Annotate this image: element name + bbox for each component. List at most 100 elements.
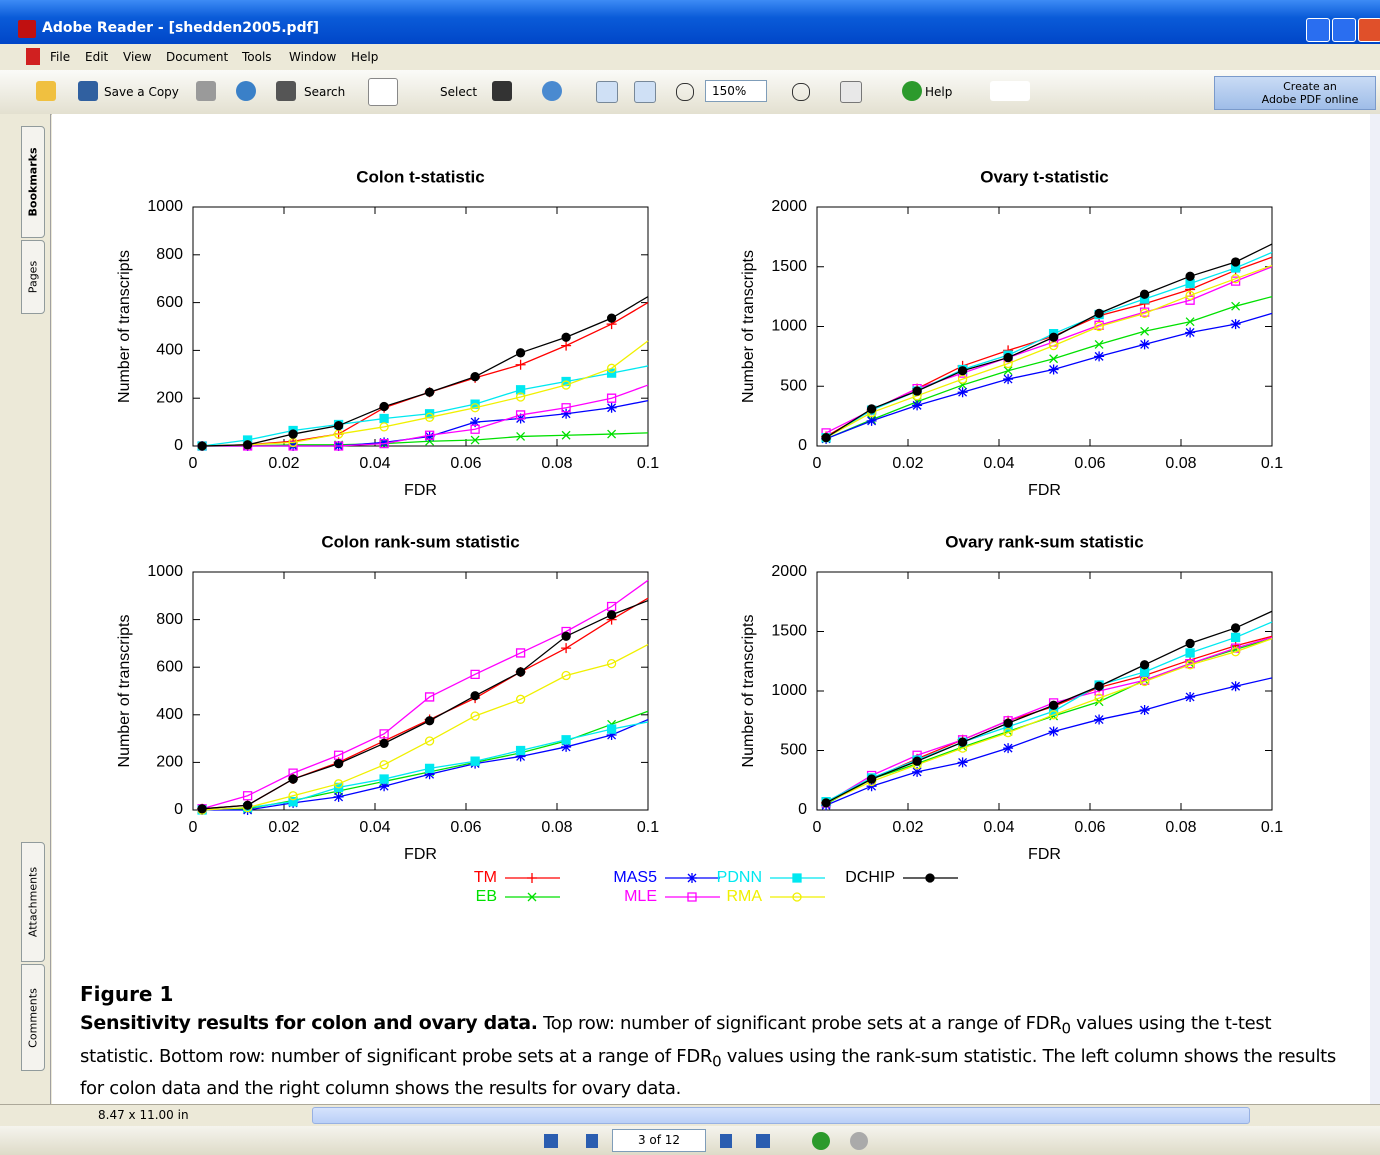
comments-tab[interactable]: Comments [21, 964, 45, 1071]
next-page-button[interactable] [720, 1134, 732, 1148]
title-bar: Adobe Reader - [shedden2005.pdf] [0, 0, 1380, 44]
y-tick-label: 1500 [771, 258, 807, 275]
marker [424, 716, 435, 726]
first-page-button[interactable] [544, 1134, 558, 1148]
marker [607, 429, 617, 439]
marker [379, 413, 389, 424]
x-tick-label: 0.04 [983, 819, 1014, 836]
marker [242, 791, 253, 801]
marker [561, 735, 571, 745]
menu-item[interactable]: Window [289, 50, 337, 64]
search-button[interactable]: Search [304, 85, 346, 99]
y-tick-label: 800 [156, 246, 183, 263]
marker [866, 404, 877, 414]
vertical-scrollbar[interactable] [1370, 114, 1380, 1104]
x-tick-label: 0.08 [1165, 819, 1196, 836]
marker [515, 648, 526, 658]
menu-item[interactable]: File [50, 50, 71, 64]
prev-page-button[interactable] [586, 1134, 598, 1148]
open-icon[interactable] [36, 81, 56, 101]
marker [424, 736, 435, 746]
caption-part: Top row: number of significant probe set… [537, 1013, 1062, 1034]
toolbar: Save a Copy Search Select 150% Help Crea… [0, 70, 1380, 115]
zoom-out[interactable] [676, 83, 694, 101]
legend-label: RMA [726, 888, 762, 905]
marker [379, 781, 390, 792]
marker [1139, 676, 1150, 687]
back-button[interactable] [812, 1132, 830, 1150]
series-line [825, 638, 1273, 804]
last-page-button[interactable] [756, 1134, 770, 1148]
y-tick-label: 200 [156, 754, 183, 771]
menu-item[interactable]: Help [351, 50, 379, 64]
attachments-tab[interactable]: Attachments [21, 842, 45, 962]
pages-tab[interactable]: Pages [21, 240, 45, 314]
chart-title: Ovary t-statistic [980, 167, 1109, 186]
y-tick-label: 200 [156, 389, 183, 406]
marker [242, 800, 253, 810]
legend-label: TM [474, 869, 497, 886]
snapshot-icon[interactable] [492, 81, 512, 101]
yahoo-icon[interactable] [990, 81, 1030, 101]
marker [1185, 691, 1196, 702]
horizontal-scroll-thumb[interactable] [312, 1107, 1250, 1124]
page-number-field[interactable]: 3 of 12 [612, 1129, 706, 1152]
menu-item[interactable]: Document [166, 50, 229, 64]
caption-part: values using the t-test statistic. Botto… [80, 1013, 1272, 1067]
marker [957, 737, 968, 747]
x-tick-label: 0.04 [359, 455, 390, 472]
marker [957, 757, 968, 768]
marker [288, 429, 298, 439]
search-icon[interactable] [276, 81, 296, 101]
print-icon[interactable] [196, 81, 216, 101]
marker [606, 724, 617, 734]
menu-item[interactable]: View [123, 50, 152, 64]
help-icon[interactable] [902, 81, 922, 101]
help-button[interactable]: Help [925, 85, 953, 99]
marker [516, 431, 526, 441]
marker [606, 601, 617, 612]
marker [606, 402, 617, 413]
zoom-in[interactable] [792, 83, 810, 101]
marker [1094, 308, 1104, 318]
marker [379, 760, 389, 770]
bookmarks-tab[interactable]: Bookmarks [21, 126, 45, 238]
marker [561, 631, 571, 641]
marker [1230, 274, 1241, 284]
marker [470, 417, 481, 428]
maximize-button[interactable] [1332, 18, 1356, 42]
marker [1094, 693, 1104, 703]
marker [561, 741, 572, 752]
marker [1230, 276, 1241, 286]
menu-item[interactable]: Edit [85, 50, 109, 64]
forward-button[interactable] [850, 1132, 868, 1150]
marker [1139, 289, 1150, 299]
marker [561, 643, 572, 654]
app-icon [18, 20, 36, 38]
hand-tool[interactable] [368, 78, 398, 106]
save-copy-button[interactable]: Save a Copy [104, 85, 179, 99]
zoom-icon[interactable] [542, 81, 562, 101]
create-pdf-button[interactable]: Create an Adobe PDF online [1214, 76, 1376, 110]
menu-item[interactable]: Tools [242, 50, 272, 64]
select-button[interactable]: Select [440, 85, 478, 99]
zoom-field[interactable]: 150% [705, 80, 767, 102]
save-icon[interactable] [78, 81, 98, 101]
minimize-button[interactable] [1306, 18, 1330, 42]
marker [379, 729, 389, 739]
series-line [825, 295, 1273, 440]
rotate-icon[interactable] [840, 81, 862, 103]
marker [1094, 351, 1105, 362]
fit-width-icon[interactable] [634, 81, 656, 103]
fit-page-icon[interactable] [596, 81, 618, 103]
marker [1094, 339, 1104, 349]
legend-label: EB [476, 888, 497, 905]
x-axis-label: FDR [1028, 482, 1061, 499]
email-icon[interactable] [236, 81, 256, 101]
marker [1185, 290, 1195, 301]
close-button[interactable] [1358, 18, 1380, 42]
series-line [825, 264, 1273, 439]
marker [957, 366, 968, 376]
series-line [202, 599, 649, 810]
marker [470, 756, 480, 766]
